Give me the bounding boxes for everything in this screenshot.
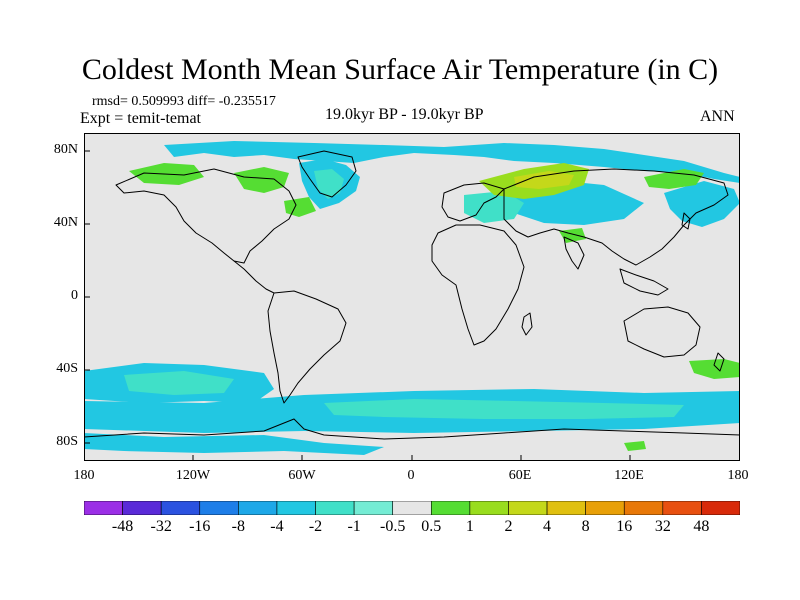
colorbar-label: -32 (150, 518, 172, 535)
central-asia-warm-patch (559, 228, 586, 243)
colorbar-swatch (315, 501, 355, 515)
lon-label-180w: 180 (73, 468, 95, 483)
lat-label-80n: 80N (53, 142, 78, 157)
colorbar-swatch (276, 501, 316, 515)
coastline-central-america (233, 260, 275, 294)
coastline-africa (431, 224, 525, 346)
lat-label-40n: 40N (53, 215, 78, 230)
lon-label-60e: 60E (508, 468, 532, 483)
north-america-warm-patch (234, 167, 289, 193)
colorbar-label: -8 (231, 518, 245, 535)
colorbar-label: -48 (111, 518, 134, 535)
north-atlantic-teal-core (314, 169, 344, 199)
europe-teal-region (464, 191, 524, 223)
coastline-asia (503, 168, 729, 266)
colorbar-swatch (469, 501, 509, 515)
north-pacific-cool-region (664, 181, 740, 227)
colorbar-swatch (623, 501, 664, 515)
colorbar-swatch (508, 501, 548, 515)
colorbar-swatch (353, 501, 394, 515)
lon-label-0: 0 (407, 468, 415, 483)
colorbar-swatch (701, 501, 740, 515)
colorbar-swatch (84, 501, 123, 515)
season-label: ANN (700, 108, 735, 125)
colorbar-label: -2 (308, 518, 323, 535)
colorbar-label: 4 (543, 518, 552, 535)
temperature-anomaly-map (84, 133, 740, 461)
lat-label-40s: 40S (56, 361, 78, 376)
coastline-new-zealand (713, 352, 725, 372)
colorbar-swatch (662, 501, 702, 515)
colorbar-label: 2 (504, 518, 513, 535)
coastline-antarctica (84, 418, 740, 440)
southern-ocean-teal-core (324, 399, 684, 419)
australia-south-warm-patch (689, 359, 740, 379)
lat-label-0: 0 (71, 288, 78, 303)
colorbar-swatch (585, 501, 625, 515)
coastline-japan (681, 212, 691, 230)
colorbar-label: -4 (270, 518, 284, 535)
south-pacific-teal-core (124, 371, 234, 395)
colorbar-label: 16 (616, 518, 633, 535)
coastline-india (563, 236, 585, 270)
coastlines (84, 150, 740, 440)
coastline-south-america (267, 290, 347, 404)
lon-label-120w: 120W (175, 468, 211, 483)
colorbar-label: -1 (347, 518, 361, 535)
colorbar-swatch (160, 501, 201, 515)
colorbar-label: -16 (189, 518, 211, 535)
eurasia-warm-core (514, 171, 574, 189)
map-frame (84, 133, 740, 461)
page-title: Coldest Month Mean Surface Air Temperatu… (81, 53, 719, 86)
colorbar-label: -0.5 (380, 518, 406, 535)
colorbar-swatch (122, 501, 162, 515)
lon-label-60w: 60W (288, 468, 316, 483)
lon-label-180e: 180 (727, 468, 749, 483)
coastline-greenland (297, 150, 357, 198)
coastline-europe (441, 182, 505, 222)
coastline-north-america (115, 168, 297, 264)
period-label: 19.0kyr BP - 19.0kyr BP (325, 106, 484, 123)
colorbar-label: 48 (693, 518, 710, 535)
lat-label-80s: 80S (56, 434, 78, 449)
experiment-label: Expt = temit-temat (80, 110, 201, 127)
colorbar-swatch (392, 501, 432, 515)
colorbar (84, 501, 740, 515)
colorbar-label: 32 (654, 518, 671, 535)
colorbar-swatch (238, 501, 278, 515)
antarctic-warm-spot (624, 441, 646, 451)
coastline-southeast-asia (619, 268, 669, 296)
lon-label-120e: 120E (614, 468, 644, 483)
colorbar-label: 8 (581, 518, 590, 535)
anomaly-fills (84, 141, 740, 455)
arctic-cool-region (164, 141, 740, 183)
colorbar-swatch (199, 501, 239, 515)
colorbar-swatch (546, 501, 586, 515)
colorbar-swatch (430, 501, 471, 515)
coastline-australia (623, 306, 701, 358)
colorbar-label: 0.5 (421, 518, 442, 535)
colorbar-label: 1 (465, 518, 474, 535)
rmsd-diff-stats: rmsd= 0.509993 diff= -0.235517 (92, 94, 276, 109)
antarctic-coast-cool (84, 433, 384, 455)
coastline-madagascar (521, 312, 533, 336)
